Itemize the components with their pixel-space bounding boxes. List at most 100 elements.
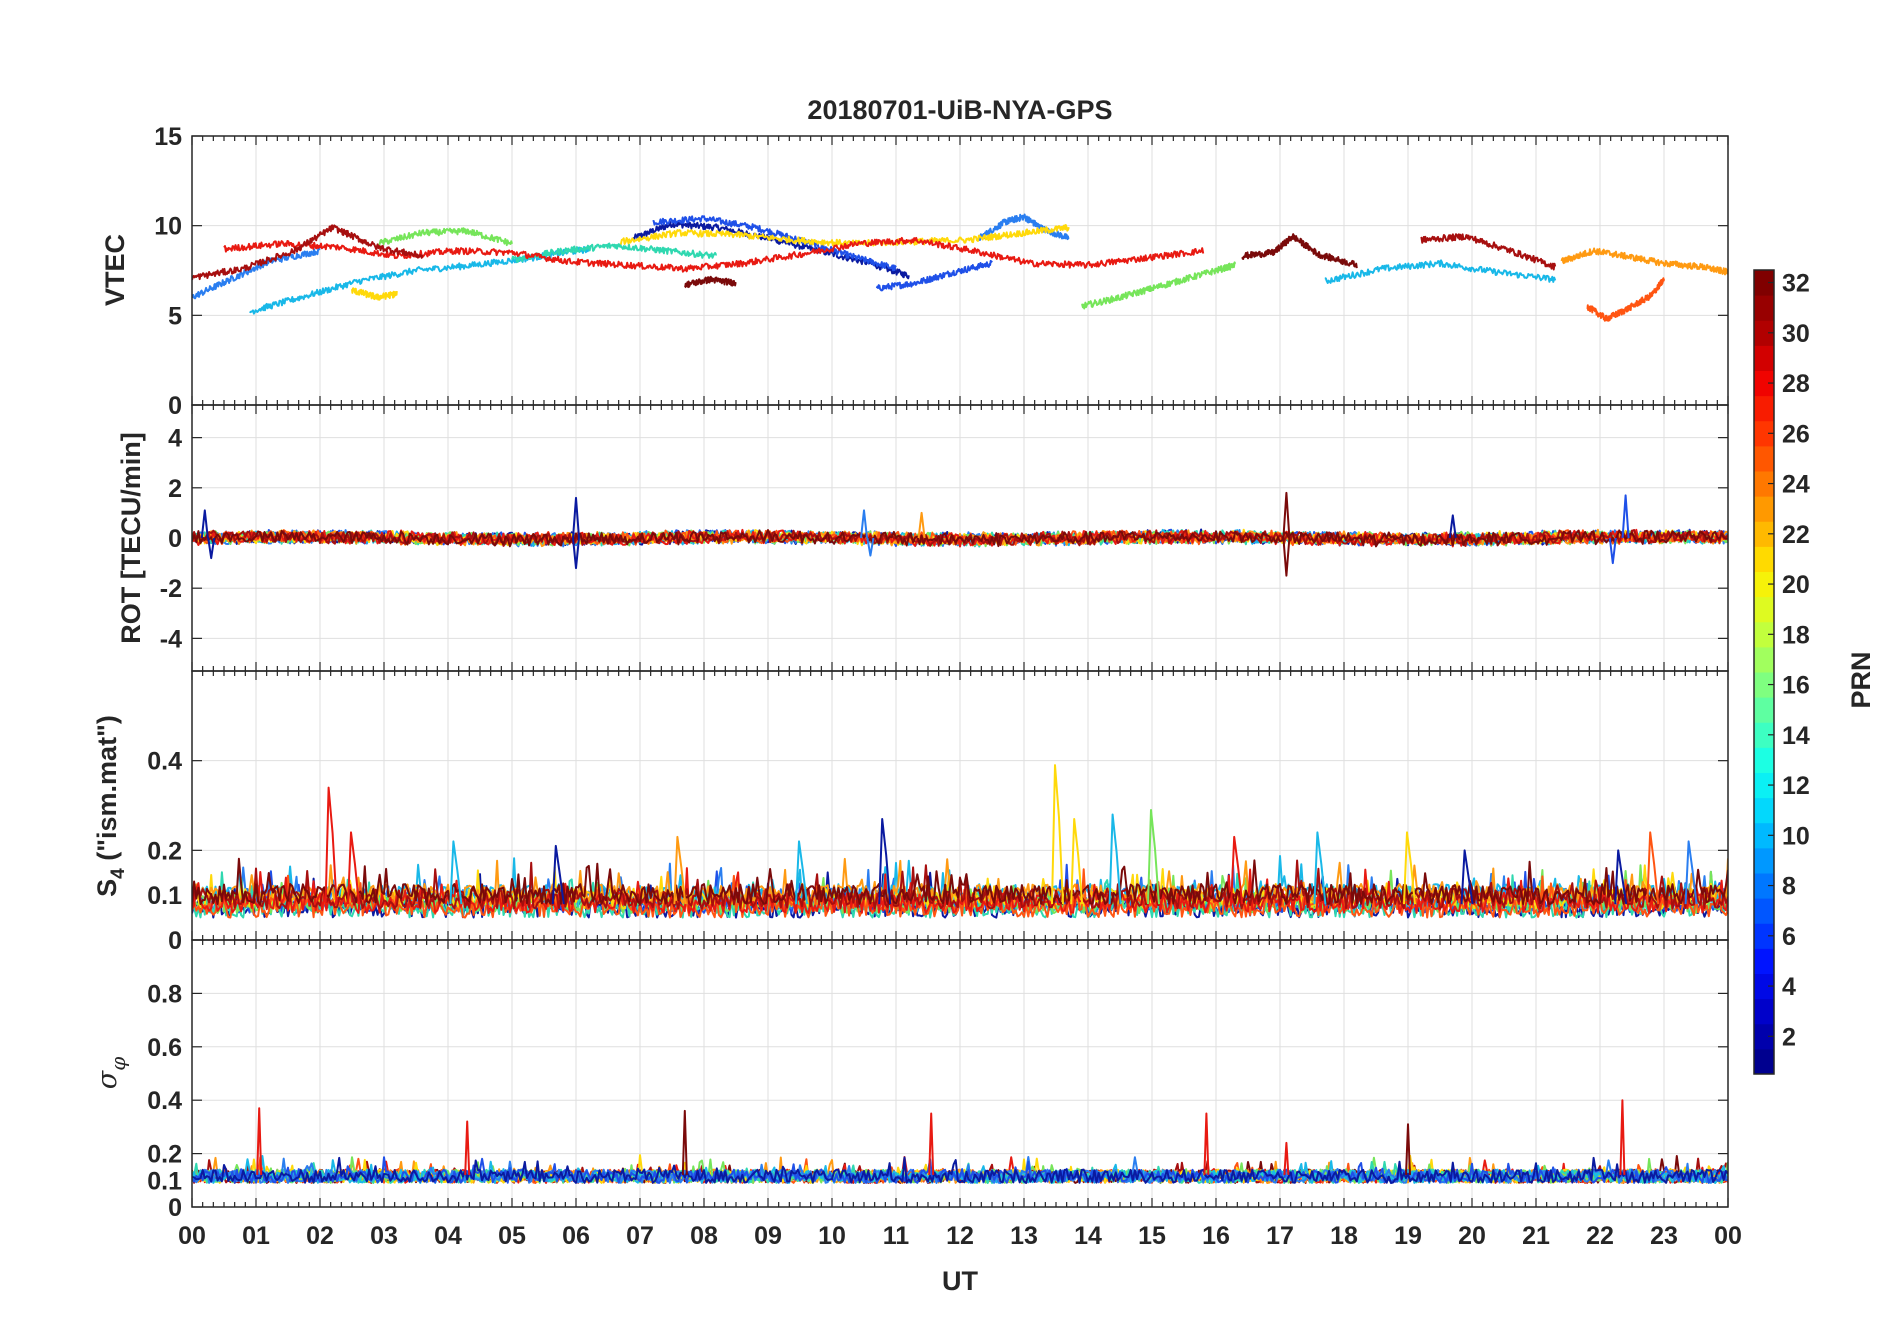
colorbar-segment: [1754, 998, 1774, 1025]
x-tick-label: 23: [1650, 1222, 1678, 1250]
y-axis-label: ROT [TECU/min]: [116, 432, 146, 643]
colorbar-segment: [1754, 747, 1774, 773]
colorbar-tick-label: 18: [1782, 621, 1810, 649]
colorbar-tick-label: 14: [1782, 722, 1810, 750]
y-tick-label: 4: [168, 425, 182, 453]
x-tick-label: 22: [1586, 1222, 1614, 1250]
s4-peak: [1147, 808, 1160, 905]
x-tick-label: 15: [1138, 1222, 1166, 1250]
colorbar-tick-label: 30: [1782, 320, 1810, 348]
x-tick-label: 05: [498, 1222, 526, 1250]
colorbar-segment: [1754, 270, 1774, 296]
x-tick-label: 06: [562, 1222, 590, 1250]
colorbar-segment: [1754, 471, 1774, 497]
colorbar-segment: [1754, 1023, 1774, 1050]
colorbar-frame: [1753, 269, 1775, 1075]
colorbar-segment: [1754, 722, 1774, 748]
s4-peak: [1230, 835, 1244, 905]
colorbar-segment: [1754, 772, 1774, 799]
colorbar-segment: [1754, 822, 1774, 849]
y-tick-label: 0.1: [147, 1167, 182, 1195]
colorbar-tick-label: 32: [1782, 270, 1810, 298]
sigma-spike: [256, 1107, 263, 1175]
y-tick-label: 0.2: [147, 1141, 182, 1169]
x-tick-label: 00: [1714, 1222, 1742, 1250]
s4-peak: [1403, 831, 1416, 905]
colorbar-segment: [1754, 345, 1774, 371]
colorbar-tick-label: 10: [1782, 822, 1810, 850]
colorbar-segment: [1754, 420, 1774, 447]
colorbar-segment: [1754, 948, 1774, 974]
rot-spike: [860, 509, 868, 539]
s4-peak: [795, 840, 808, 905]
vtec-series-prn32: [684, 275, 737, 289]
s4-peak: [347, 831, 360, 905]
s4-peak: [324, 786, 338, 905]
vtec-series-prn11: [1324, 259, 1557, 284]
colorbar-segment: [1754, 873, 1774, 899]
colorbar-segment: [1754, 496, 1774, 522]
colorbar-tick-label: 22: [1782, 521, 1810, 549]
series-group: [192, 491, 1728, 577]
vtec-series-prn23: [1560, 247, 1728, 276]
colorbar-tick-label: 2: [1782, 1023, 1796, 1051]
y-label-part: σ: [92, 1069, 123, 1089]
colorbar-segment: [1754, 395, 1774, 422]
s4-peak: [1614, 849, 1628, 905]
sigma-spike: [928, 1112, 935, 1175]
colorbar-segment: [1754, 320, 1774, 346]
rot-spike: [917, 511, 926, 539]
y-label-part: S: [92, 879, 122, 897]
x-tick-label: 09: [754, 1222, 782, 1250]
vtec-series-prn30: [1420, 233, 1557, 271]
y-tick-label: -2: [160, 575, 182, 603]
s4-peak: [1460, 849, 1474, 905]
colorbar-tick-label: 24: [1782, 471, 1810, 499]
sigma-spike: [464, 1120, 471, 1175]
colorbar-segment: [1754, 445, 1774, 472]
rot-series: [192, 528, 1728, 548]
rot-series: [192, 528, 1728, 548]
y-tick-label: 0: [168, 392, 182, 420]
x-tick-label: 03: [370, 1222, 398, 1250]
x-tick-label: 10: [818, 1222, 846, 1250]
vtec-series-prn5: [875, 259, 993, 292]
sigma-spike: [1619, 1099, 1626, 1175]
s4-peak: [878, 817, 892, 905]
colorbar-segment: [1754, 521, 1774, 547]
colorbar-segment: [1754, 370, 1774, 397]
y-tick-label: 0.4: [147, 1087, 182, 1115]
rot-spike: [200, 509, 209, 539]
panel-rot: -4 -2 0 2 4 ROT [TECU/min]: [116, 404, 1729, 672]
vtec-series-prn32: [1241, 233, 1358, 269]
rot-spike: [1448, 514, 1457, 539]
panel-vtec: 0 5 10 15 VTEC: [100, 123, 1729, 420]
x-tick-label: 14: [1074, 1222, 1102, 1250]
x-tick-label: 11: [883, 1222, 910, 1250]
x-axis-label: UT: [942, 1266, 978, 1296]
vtec-series-prn17: [1081, 261, 1237, 310]
sigma-spike: [1405, 1123, 1411, 1175]
colorbar-segment: [1754, 646, 1774, 673]
sigma-spike: [1203, 1112, 1210, 1175]
x-tick-label: 18: [1330, 1222, 1358, 1250]
colorbar-segment: [1754, 898, 1774, 924]
colorbar-tick-label: 12: [1782, 772, 1810, 800]
x-tick-label: 16: [1202, 1222, 1230, 1250]
x-tick-label: 04: [434, 1222, 462, 1250]
rot-series: [192, 529, 1728, 548]
x-tick-labels: 00 01 02 03 04 05 06 07 08 09 10 11 12 13 14 15 16 17 18 19…: [178, 1222, 1742, 1250]
colorbar-tick-label: 28: [1782, 370, 1810, 398]
x-tick-label: 12: [946, 1222, 974, 1250]
vtec-series-prn17: [376, 227, 513, 247]
series-group: [192, 764, 1728, 919]
vtec-series-prn14: [511, 242, 717, 263]
rot-spike: [572, 496, 580, 539]
colorbar-segment: [1754, 596, 1774, 623]
colorbar-label: PRN: [1846, 651, 1876, 708]
y-tick-label: 0: [168, 525, 182, 553]
y-axis-label: VTEC: [100, 234, 130, 306]
